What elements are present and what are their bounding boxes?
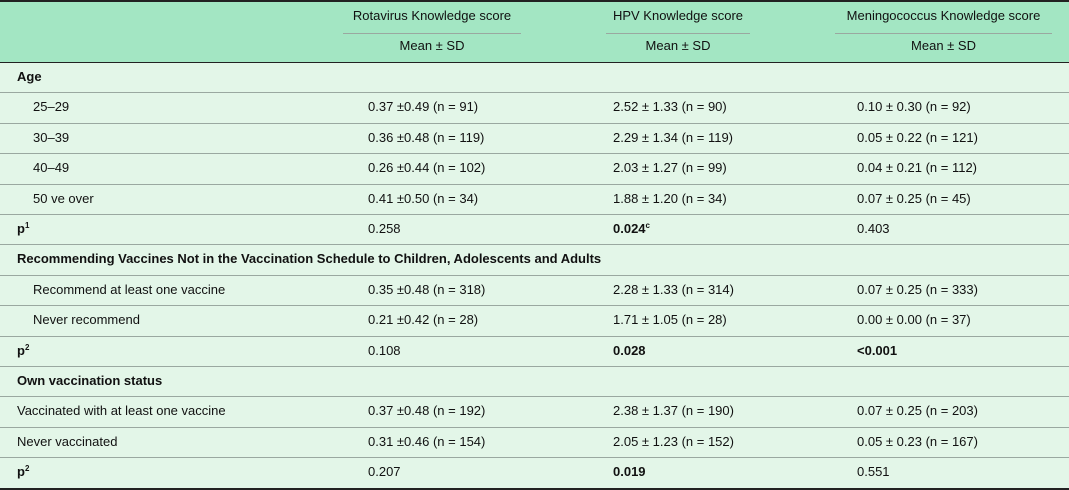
p-value-text: 0.024 — [613, 221, 646, 236]
cell: 2.03 ± 1.27 (n = 99) — [613, 160, 727, 176]
cell: 0.26 ±0.44 (n = 102) — [368, 160, 486, 176]
p-label: p2 — [17, 457, 29, 487]
top-rule — [0, 0, 1069, 2]
p-value: 0.028 — [613, 336, 646, 366]
cell: 0.05 ± 0.23 (n = 167) — [857, 433, 978, 449]
cell: 2.52 ± 1.33 (n = 90) — [613, 99, 727, 115]
cell: 0.00 ± 0.00 (n = 37) — [857, 312, 971, 328]
row-divider — [0, 123, 1069, 124]
section-title: Recommending Vaccines Not in the Vaccina… — [17, 251, 602, 267]
p-label: p2 — [17, 336, 29, 366]
column-header: Meningococcus Knowledge score — [846, 8, 1041, 23]
p-value-text: 0.108 — [368, 342, 401, 358]
row-label: 40–49 — [33, 160, 70, 176]
p-value-superscript: c — [645, 221, 650, 230]
cell: 2.05 ± 1.23 (n = 152) — [613, 433, 734, 449]
cell: 0.05 ± 0.22 (n = 121) — [857, 129, 978, 145]
column-subheader: Mean ± SD — [911, 38, 976, 53]
row-label: 30–39 — [33, 129, 70, 145]
row-divider — [0, 214, 1069, 215]
row-divider — [0, 427, 1069, 428]
p-superscript: 2 — [24, 464, 30, 474]
p-value-text: 0.207 — [368, 464, 401, 480]
p-symbol: p — [17, 221, 25, 236]
p-value: 0.108 — [368, 336, 401, 366]
row-divider — [0, 92, 1069, 93]
p-value-text: 0.551 — [857, 464, 890, 480]
row-divider — [0, 153, 1069, 154]
row-label: Recommend at least one vaccine — [33, 281, 226, 297]
p-value-text: 0.019 — [613, 464, 646, 480]
cell: 0.41 ±0.50 (n = 34) — [368, 190, 479, 206]
column-header: Rotavirus Knowledge score — [352, 8, 512, 23]
cell: 0.36 ±0.48 (n = 119) — [368, 129, 485, 145]
p-value: 0.551 — [857, 457, 890, 487]
cell: 0.37 ±0.48 (n = 192) — [368, 403, 486, 419]
cell: 2.38 ± 1.37 (n = 190) — [613, 403, 734, 419]
row-label: 25–29 — [33, 99, 70, 115]
row-divider — [0, 305, 1069, 306]
header-underline — [606, 33, 750, 34]
row-divider — [0, 336, 1069, 337]
p-symbol: p — [17, 464, 25, 480]
row-divider — [0, 396, 1069, 397]
p-value: 0.024c — [613, 214, 650, 244]
cell: 0.07 ± 0.25 (n = 45) — [857, 190, 971, 206]
cell: 0.31 ±0.46 (n = 154) — [368, 433, 486, 449]
cell: 0.37 ±0.49 (n = 91) — [368, 99, 479, 115]
row-divider — [0, 244, 1069, 245]
cell: 0.04 ± 0.21 (n = 112) — [857, 160, 978, 176]
row-label: Never vaccinated — [17, 433, 118, 449]
header-underline — [835, 33, 1052, 34]
p-value-text: 0.028 — [613, 342, 646, 358]
row-divider — [0, 275, 1069, 276]
row-label: 50 ve over — [33, 190, 94, 206]
column-subheader: Mean ± SD — [399, 38, 465, 53]
column-subheader: Mean ± SD — [645, 38, 711, 53]
p-value: <0.001 — [857, 336, 897, 366]
cell: 2.29 ± 1.34 (n = 119) — [613, 129, 734, 145]
p-value: 0.258 — [368, 214, 401, 244]
row-divider — [0, 457, 1069, 458]
p-value-text: 0.258 — [368, 221, 401, 236]
cell: 1.88 ± 1.20 (n = 34) — [613, 190, 727, 206]
p-superscript: 2 — [24, 342, 30, 352]
cell: 0.07 ± 0.25 (n = 333) — [857, 281, 978, 297]
row-divider — [0, 184, 1069, 185]
cell: 0.21 ±0.42 (n = 28) — [368, 312, 479, 328]
section-title: Age — [17, 69, 42, 84]
header-rule — [0, 62, 1069, 63]
p-value: 0.019 — [613, 457, 646, 487]
p-label: p1 — [17, 214, 29, 244]
p-superscript: 1 — [24, 221, 30, 230]
cell: 0.35 ±0.48 (n = 318) — [368, 281, 486, 297]
cell: 2.28 ± 1.33 (n = 314) — [613, 281, 734, 297]
column-header: HPV Knowledge score — [612, 8, 744, 23]
row-label: Vaccinated with at least one vaccine — [17, 403, 226, 419]
cell: 0.07 ± 0.25 (n = 203) — [857, 403, 978, 419]
p-value: 0.403 — [857, 214, 890, 244]
p-value-text: <0.001 — [857, 342, 898, 358]
section-title: Own vaccination status — [17, 373, 163, 388]
bottom-rule — [0, 488, 1069, 490]
row-divider — [0, 366, 1069, 367]
p-symbol: p — [17, 342, 25, 358]
header-underline — [343, 33, 521, 34]
p-value-text: 0.403 — [857, 221, 890, 236]
header-band — [0, 0, 1069, 62]
row-label: Never recommend — [33, 312, 140, 328]
cell: 1.71 ± 1.05 (n = 28) — [613, 312, 727, 328]
p-value: 0.207 — [368, 457, 401, 487]
cell: 0.10 ± 0.30 (n = 92) — [857, 99, 971, 115]
